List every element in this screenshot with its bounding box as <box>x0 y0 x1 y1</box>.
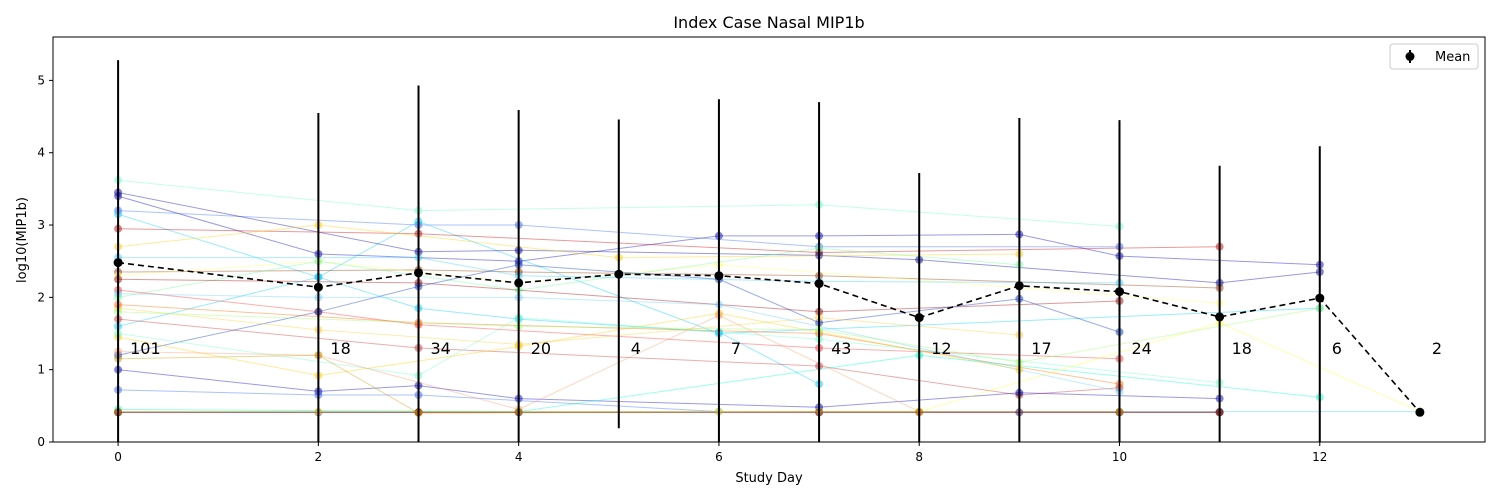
count-label-9: 24 <box>1132 339 1152 358</box>
count-label-8: 17 <box>1031 339 1051 358</box>
x-tick-label-0: 0 <box>114 450 122 464</box>
subject-line-0 <box>117 195 1320 266</box>
count-label-10: 18 <box>1232 339 1252 358</box>
legend-mean-marker <box>1405 52 1415 61</box>
x-tick-label-5: 10 <box>1112 450 1127 464</box>
mean-point-11 <box>1315 293 1325 303</box>
mean-series <box>113 258 1425 417</box>
mean-point-6 <box>814 279 824 289</box>
chart-title: Index Case Nasal MIP1b <box>673 13 864 32</box>
mean-point-12 <box>1415 407 1425 417</box>
x-axis-label: Study Day <box>735 471 803 486</box>
count-label-7: 12 <box>931 339 951 358</box>
legend-mean-label: Mean <box>1435 50 1470 65</box>
subject-line-19 <box>118 389 719 413</box>
legend: Mean <box>1389 43 1479 70</box>
count-label-1: 18 <box>330 339 350 358</box>
x-tick-label-1: 2 <box>315 450 323 464</box>
legend-frame <box>1389 43 1479 70</box>
count-label-3: 20 <box>531 339 551 358</box>
mean-point-8 <box>1014 281 1024 291</box>
plot-area: 101 18 34 20 4 7 43 12 17 24 18 6 2 <box>113 60 1442 442</box>
y-axis-ticks: 0 1 2 3 4 5 <box>37 73 53 449</box>
y-axis-label: log10(MIP1b) <box>15 197 30 283</box>
mean-point-1 <box>313 282 323 292</box>
x-tick-label-6: 12 <box>1312 450 1327 464</box>
plot-frame <box>52 36 1486 443</box>
subject-line-14 <box>117 276 820 385</box>
x-tick-label-2: 4 <box>515 450 523 464</box>
mean-point-5 <box>714 271 724 281</box>
mean-point-9 <box>1115 287 1124 297</box>
count-labels: 101 18 34 20 4 7 43 12 17 24 18 6 2 <box>130 339 1442 358</box>
x-tick-label-3: 6 <box>715 450 723 464</box>
count-label-12: 2 <box>1432 339 1442 358</box>
y-tick-label-4: 4 <box>37 146 45 160</box>
y-tick-label-3: 3 <box>37 218 45 232</box>
count-label-6: 43 <box>831 339 851 358</box>
count-label-4: 4 <box>631 339 641 358</box>
y-tick-label-0: 0 <box>37 435 45 449</box>
x-axis-ticks: 0 2 4 6 8 10 12 <box>114 442 1327 464</box>
mean-point-10 <box>1215 312 1225 322</box>
mean-point-0 <box>113 258 123 268</box>
mean-errorbars <box>117 60 1321 442</box>
mean-point-7 <box>914 313 924 323</box>
count-label-5: 7 <box>731 339 741 358</box>
mean-point-2 <box>414 268 423 278</box>
mean-point-3 <box>514 278 524 288</box>
y-tick-label-5: 5 <box>37 73 45 87</box>
y-tick-label-1: 1 <box>37 363 45 377</box>
count-label-2: 34 <box>431 339 451 358</box>
count-label-11: 6 <box>1332 339 1342 358</box>
mean-point-4 <box>614 269 624 279</box>
count-label-0: 101 <box>130 339 161 358</box>
y-tick-label-2: 2 <box>37 290 45 304</box>
x-tick-label-4: 8 <box>915 450 923 464</box>
